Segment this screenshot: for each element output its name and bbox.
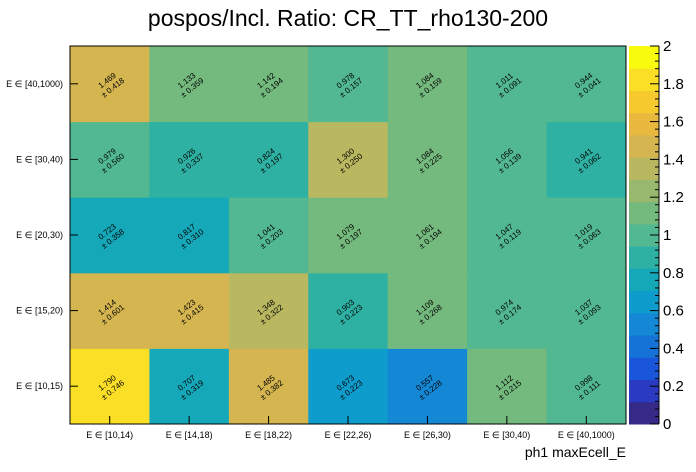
heatmap-cell bbox=[467, 348, 548, 425]
heatmap-cell bbox=[228, 348, 309, 425]
heatmap-cell bbox=[308, 197, 389, 274]
x-axis-ticks: E ∈ [10,14) E ∈ [14,18) E ∈ [18,22) E ∈ [22… bbox=[86, 416, 615, 440]
cells-layer: 1.790± 0.746 0.707± 0.319 1.485± 0.382 0.67… bbox=[70, 46, 627, 425]
heatmap-cell bbox=[149, 348, 230, 425]
palette-swatch bbox=[629, 223, 659, 247]
heatmap-cell bbox=[149, 272, 230, 349]
palette-swatch bbox=[629, 357, 659, 381]
x-tick-label: E ∈ [30,40) bbox=[483, 430, 530, 440]
palette-swatch bbox=[629, 290, 659, 314]
y-tick-label: E ∈ [40,1000) bbox=[6, 79, 63, 89]
y-tick-label: E ∈ [30,40) bbox=[16, 154, 63, 164]
heatmap-cell bbox=[546, 121, 627, 198]
y-tick-label: E ∈ [20,30) bbox=[16, 230, 63, 240]
heatmap-cell bbox=[546, 46, 627, 123]
palette-tick-label: 2 bbox=[663, 38, 671, 55]
heatmap-cell bbox=[70, 272, 150, 349]
heatmap-cell bbox=[70, 348, 150, 425]
palette-swatch bbox=[629, 335, 659, 358]
palette-swatch bbox=[629, 157, 659, 180]
palette-tick-label: 1.6 bbox=[663, 114, 684, 131]
x-tick-label: E ∈ [14,18) bbox=[166, 430, 213, 440]
heatmap-cell bbox=[149, 197, 230, 274]
heatmap-cell bbox=[387, 121, 468, 198]
heatmap-cell bbox=[467, 121, 548, 198]
heatmap-cell bbox=[70, 197, 150, 274]
palette-tick-label: 1.4 bbox=[663, 151, 684, 168]
palette-swatch bbox=[629, 46, 659, 69]
x-tick-label: E ∈ [26,30) bbox=[404, 430, 451, 440]
heatmap-cell bbox=[308, 46, 389, 123]
x-tick-label: E ∈ [22,26) bbox=[325, 430, 372, 440]
heatmap-cell bbox=[387, 272, 468, 349]
heatmap-cell bbox=[387, 348, 468, 425]
heatmap-cell bbox=[387, 46, 468, 123]
heatmap-cell bbox=[546, 272, 627, 349]
heatmap-cell bbox=[70, 46, 150, 123]
palette-swatch bbox=[629, 179, 659, 203]
palette-tick-label: 0 bbox=[663, 416, 671, 433]
palette-swatch bbox=[629, 379, 659, 403]
palette-tick-label: 1 bbox=[663, 227, 671, 244]
chart-title: pospos/Incl. Ratio: CR_TT_rho130-200 bbox=[148, 5, 548, 31]
heatmap-cell bbox=[308, 121, 389, 198]
palette-swatch bbox=[629, 90, 659, 114]
x-axis-title: ph1 maxEcell_E bbox=[525, 444, 626, 460]
palette-swatch bbox=[629, 268, 659, 292]
y-tick-label: E ∈ [15,20) bbox=[16, 306, 63, 316]
palette-tick-label: 0.6 bbox=[663, 303, 684, 320]
heatmap-cell bbox=[467, 46, 548, 123]
palette-swatch bbox=[629, 312, 659, 336]
palette-tick-label: 0.4 bbox=[663, 340, 684, 357]
heatmap-cell bbox=[467, 197, 548, 274]
y-tick-label: E ∈ [10,15) bbox=[16, 381, 63, 391]
heatmap-cell bbox=[228, 197, 309, 274]
palette-swatch bbox=[629, 201, 659, 225]
palette-tick-label: 1.2 bbox=[663, 189, 684, 206]
x-tick-label: E ∈ [10,14) bbox=[86, 430, 133, 440]
heatmap-cell bbox=[467, 272, 548, 349]
palette-swatch bbox=[629, 112, 659, 136]
color-palette: 0 0.2 0.4 0.6 0.8 1 1.2 1.4 1.6 1.8 2 bbox=[629, 38, 684, 433]
heatmap-cell bbox=[228, 272, 309, 349]
palette-swatch bbox=[629, 246, 659, 269]
x-tick-label: E ∈ [40,1000) bbox=[558, 430, 615, 440]
palette-tick-label: 0.8 bbox=[663, 265, 684, 282]
heatmap-cell bbox=[546, 197, 627, 274]
heatmap-cell bbox=[149, 46, 230, 123]
x-tick-label: E ∈ [18,22) bbox=[245, 430, 292, 440]
y-axis-ticks: E ∈ [10,15) E ∈ [15,20) E ∈ [20,30) E ∈ [30… bbox=[6, 79, 78, 391]
heatmap-cell bbox=[149, 121, 230, 198]
palette-tick-label: 1.8 bbox=[663, 76, 684, 93]
heatmap-cell bbox=[546, 348, 627, 425]
heatmap-cell bbox=[308, 272, 389, 349]
palette-swatch bbox=[629, 401, 659, 425]
palette-tick-label: 0.2 bbox=[663, 378, 684, 395]
heatmap-cell bbox=[228, 121, 309, 198]
palette-swatch bbox=[629, 68, 659, 91]
heatmap-cell bbox=[228, 46, 309, 123]
heatmap-cell bbox=[70, 121, 150, 198]
heatmap-cell bbox=[387, 197, 468, 274]
palette-swatch bbox=[629, 134, 659, 158]
heatmap-cell bbox=[308, 348, 389, 425]
